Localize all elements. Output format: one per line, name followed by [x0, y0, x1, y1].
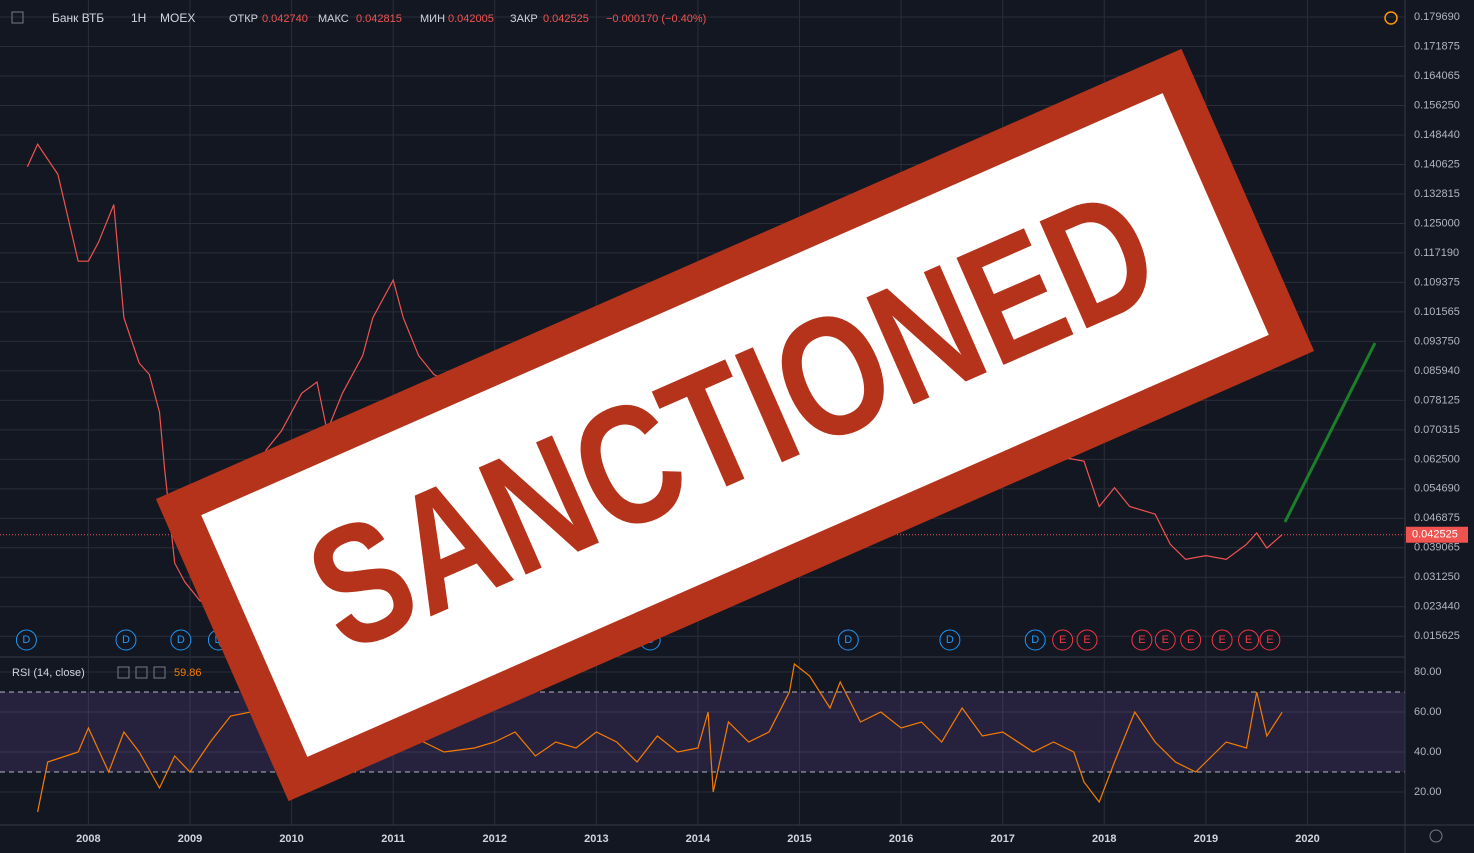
event-marker[interactable] [15, 629, 37, 651]
event-marker[interactable] [1259, 629, 1281, 651]
x-tick-label: 2017 [990, 833, 1014, 845]
event-label: E [1245, 634, 1252, 646]
open-value: 0.042740 [262, 13, 308, 25]
event-marker[interactable] [1076, 629, 1098, 651]
event-label: E [1162, 634, 1169, 646]
rsi-title: RSI (14, close) [12, 667, 85, 679]
y-tick-label: 0.093750 [1414, 335, 1460, 347]
x-tick-label: 2009 [178, 833, 202, 845]
y-tick-label: 0.070315 [1414, 424, 1460, 436]
y-tick-label: 0.046875 [1414, 512, 1460, 524]
event-label: E [1266, 634, 1273, 646]
event-marker[interactable] [1052, 629, 1074, 651]
y-tick-label: 80.00 [1414, 666, 1442, 678]
x-tick-label: 2018 [1092, 833, 1116, 845]
series-line [26, 142, 1283, 603]
event-label: E [1187, 634, 1194, 646]
y-tick-label: 0.156250 [1414, 99, 1460, 111]
open-label: ОТКР [229, 13, 258, 25]
y-tick-label: 0.015625 [1414, 630, 1460, 642]
event-label: E [1138, 634, 1145, 646]
alert-icon[interactable] [1384, 11, 1398, 25]
trend-arrow [1283, 342, 1377, 523]
event-label: E [1218, 634, 1225, 646]
legend-header: Банк ВТБ 1H MOEX ОТКР 0.042740 МАКС 0.04… [11, 11, 1398, 25]
low-label: МИН [420, 13, 445, 25]
low-value: 0.042005 [448, 13, 494, 25]
close-label: ЗАКР [510, 13, 538, 25]
y-tick-label: 20.00 [1414, 786, 1442, 798]
stamp-inner [201, 93, 1269, 757]
high-value: 0.042815 [356, 13, 402, 25]
y-tick-label: 0.078125 [1414, 394, 1460, 406]
event-marker[interactable] [1238, 629, 1260, 651]
y-tick-label: 40.00 [1414, 746, 1442, 758]
event-marker[interactable] [1211, 629, 1233, 651]
x-tick-label: 2012 [483, 833, 507, 845]
x-tick-label: 2019 [1194, 833, 1218, 845]
x-tick-label: 2015 [787, 833, 811, 845]
event-marker[interactable] [115, 629, 137, 651]
interval[interactable]: 1H [131, 11, 146, 25]
event-marker[interactable] [939, 629, 961, 651]
rsi-legend: RSI (14, close) 59.86 [12, 666, 202, 679]
y-tick-label: 0.039065 [1414, 542, 1460, 554]
y-tick-label: 0.031250 [1414, 571, 1460, 583]
settings-icon[interactable] [1429, 829, 1443, 843]
event-label: D [22, 634, 30, 646]
y-tick-label: 0.132815 [1414, 188, 1460, 200]
symbol[interactable]: Банк ВТБ [52, 11, 104, 25]
event-marker[interactable] [170, 629, 192, 651]
y-tick-label: 0.179690 [1414, 11, 1460, 23]
rsi-settings[interactable] [135, 666, 148, 679]
event-marker[interactable] [1154, 629, 1176, 651]
y-tick-label: 0.148440 [1414, 129, 1460, 141]
rsi-visibility[interactable] [117, 666, 130, 679]
y-tick-label: 0.171875 [1414, 40, 1460, 52]
event-marker[interactable] [1180, 629, 1202, 651]
y-tick-label: 60.00 [1414, 706, 1442, 718]
rsi-current: 59.86 [174, 667, 202, 679]
y-tick-label: 0.140625 [1414, 158, 1460, 170]
last-price-label: 0.042525 [1412, 529, 1458, 541]
last-price-tag [1406, 526, 1468, 543]
event-label: D [1031, 634, 1039, 646]
x-tick-label: 2008 [76, 833, 100, 845]
x-tick-label: 2010 [279, 833, 303, 845]
event-marker[interactable] [1131, 629, 1153, 651]
y-tick-label: 0.062500 [1414, 453, 1460, 465]
exchange[interactable]: MOEX [160, 11, 195, 25]
y-tick-label: 0.164065 [1414, 70, 1460, 82]
rsi-remove[interactable] [153, 666, 166, 679]
x-tick-label: 2020 [1295, 833, 1319, 845]
y-tick-label: 0.117190 [1414, 247, 1459, 259]
series-line [37, 662, 1283, 813]
y-tick-label: 0.054690 [1414, 483, 1460, 495]
x-tick-label: 2014 [686, 833, 711, 845]
y-tick-label: 0.023440 [1414, 601, 1460, 613]
x-tick-label: 2013 [584, 833, 608, 845]
event-marker[interactable] [1024, 629, 1046, 651]
event-label: D [946, 634, 954, 646]
event-label: D [177, 634, 185, 646]
event-label: E [1059, 634, 1066, 646]
x-tick-label: 2011 [381, 833, 405, 845]
close-value: 0.042525 [543, 13, 589, 25]
event-label: D [844, 634, 852, 646]
x-tick-label: 2016 [889, 833, 913, 845]
event-label: E [1083, 634, 1090, 646]
change: −0.000170 (−0.40%) [606, 13, 706, 25]
y-tick-label: 0.101565 [1414, 306, 1460, 318]
y-tick-label: 0.125000 [1414, 217, 1460, 229]
y-tick-label: 0.085940 [1414, 365, 1460, 377]
y-tick-label: 0.109375 [1414, 276, 1460, 288]
event-marker[interactable] [837, 629, 859, 651]
high-label: МАКС [318, 13, 349, 25]
collapse-icon[interactable] [11, 11, 24, 24]
event-label: D [122, 634, 130, 646]
